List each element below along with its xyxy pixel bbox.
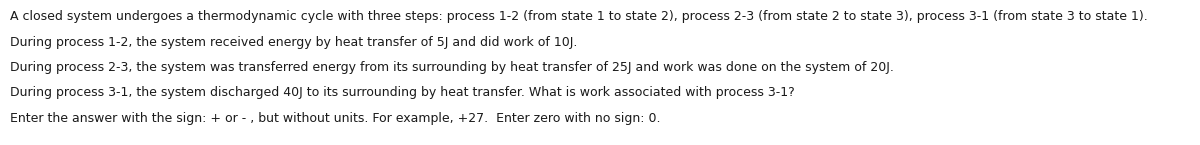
Text: Enter the answer with the sign: + or - , but without units. For example, +27.  E: Enter the answer with the sign: + or - ,… bbox=[10, 112, 660, 125]
Text: During process 2-3, the system was transferred energy from its surrounding by he: During process 2-3, the system was trans… bbox=[10, 61, 894, 74]
Text: During process 3-1, the system discharged 40J to its surrounding by heat transfe: During process 3-1, the system discharge… bbox=[10, 86, 794, 99]
Text: A closed system undergoes a thermodynamic cycle with three steps: process 1-2 (f: A closed system undergoes a thermodynami… bbox=[10, 10, 1147, 23]
Text: During process 1-2, the system received energy by heat transfer of 5J and did wo: During process 1-2, the system received … bbox=[10, 36, 577, 49]
